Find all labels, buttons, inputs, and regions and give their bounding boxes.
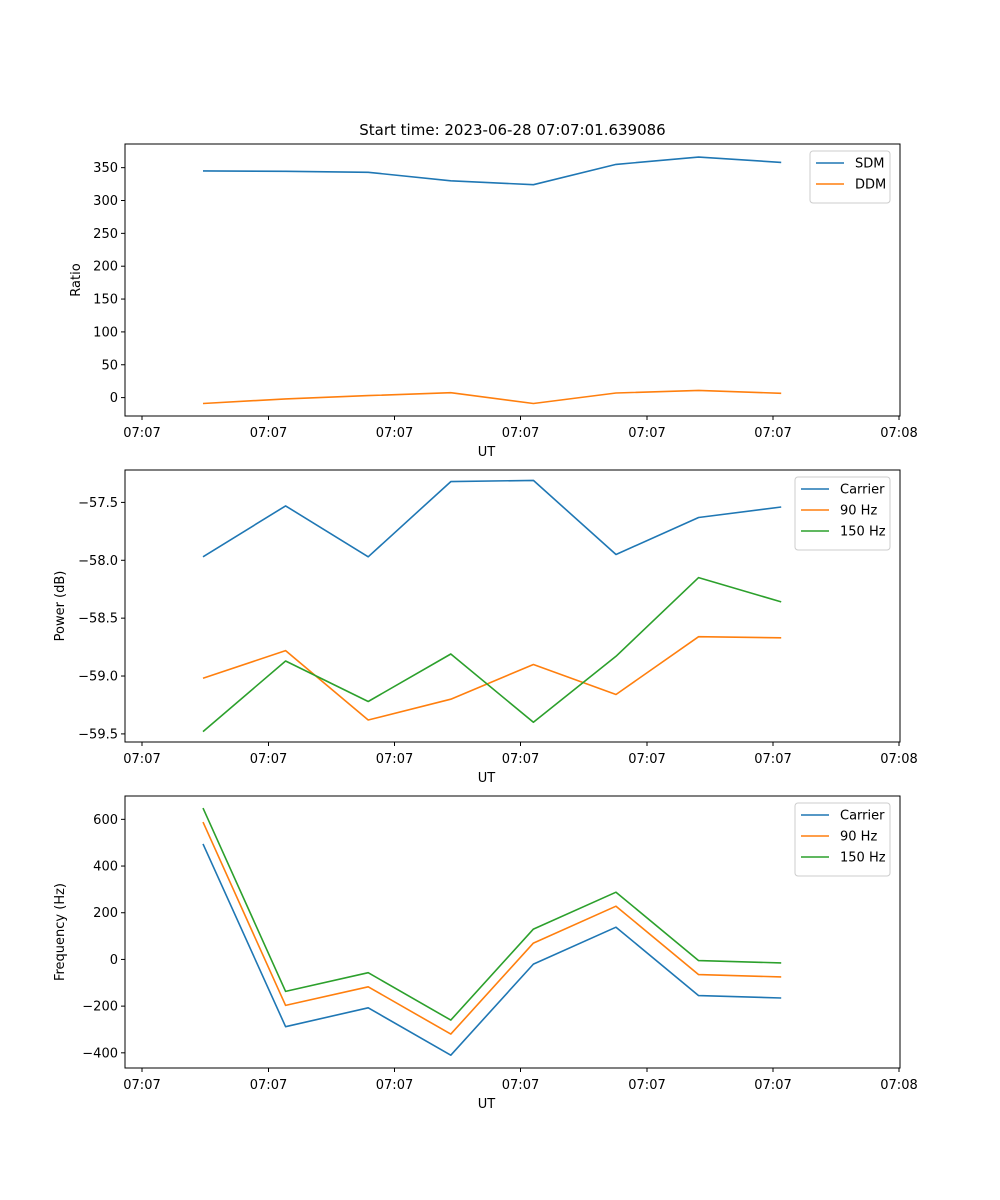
x-tick-label: 07:08	[880, 752, 917, 767]
plot-frame	[124, 795, 901, 1069]
y-tick-label: 600	[93, 813, 118, 828]
series-line-90-hz	[202, 821, 782, 1035]
chart-panel-1: Start time: 2023-06-28 07:07:01.639086 0 5…	[69, 121, 918, 460]
y-tick-label: 250	[93, 227, 118, 242]
series-line-ddm	[202, 389, 782, 405]
chart-panel-3: 600 400 200 0 −200 −400 07:07 07:07 07:07 07:07 07…	[53, 795, 918, 1112]
chart-title: Start time: 2023-06-28 07:07:01.639086	[359, 121, 665, 139]
y-tick-label: 0	[110, 953, 118, 968]
y-tick-label: 200	[93, 260, 118, 275]
y-tick-label: 350	[93, 161, 118, 176]
x-tick-label: 07:07	[376, 426, 413, 441]
legend-label: Carrier	[840, 483, 885, 498]
x-tick-label: 07:07	[754, 1078, 791, 1093]
y-tick-label: −58.0	[78, 554, 118, 569]
series-line-150-hz	[202, 807, 782, 1021]
x-axis-label: UT	[478, 771, 496, 786]
x-tick-label: 07:08	[880, 426, 917, 441]
legend-label: DDM	[855, 178, 886, 193]
x-tick-label: 07:07	[250, 752, 287, 767]
y-tick-label: 300	[93, 194, 118, 209]
x-tick-label: 07:07	[250, 1078, 287, 1093]
legend-label: SDM	[855, 157, 884, 172]
y-axis-label: Ratio	[69, 263, 84, 296]
legend-label: 90 Hz	[840, 830, 877, 845]
x-axis-label: UT	[478, 1097, 496, 1112]
legend-label: Carrier	[840, 809, 885, 824]
legend-box	[809, 150, 891, 204]
x-tick-label: 07:07	[502, 426, 539, 441]
series-line-150-hz	[202, 576, 782, 733]
x-axis-label: UT	[478, 445, 496, 460]
legend-label: 90 Hz	[840, 504, 877, 519]
x-tick-label: 07:07	[376, 752, 413, 767]
y-axis-label: Frequency (Hz)	[53, 883, 68, 981]
plot-frame	[124, 469, 901, 743]
chart-panel-2: −57.5 −58.0 −58.5 −59.0 −59.5 07:07 07:07 07:07…	[53, 469, 918, 786]
x-tick-label: 07:07	[628, 1078, 665, 1093]
legend: Carrier 90 Hz 150 Hz	[794, 476, 891, 551]
y-tick-label: −57.5	[78, 496, 118, 511]
legend: SDM DDM	[809, 150, 891, 204]
y-tick-label: −59.5	[78, 727, 118, 742]
y-tick-label: −58.5	[78, 612, 118, 627]
y-tick-label: 200	[93, 906, 118, 921]
series-line-sdm	[202, 156, 782, 186]
y-tick-label: −400	[82, 1046, 118, 1061]
x-tick-label: 07:07	[628, 426, 665, 441]
y-tick-label: −59.0	[78, 670, 118, 685]
series-line-carrier	[202, 843, 782, 1056]
series-line-carrier	[202, 479, 782, 558]
y-tick-label: 50	[101, 358, 118, 373]
y-tick-label: −200	[82, 1000, 118, 1015]
x-tick-label: 07:07	[502, 1078, 539, 1093]
x-tick-label: 07:07	[754, 426, 791, 441]
legend: Carrier 90 Hz 150 Hz	[794, 802, 891, 877]
x-tick-label: 07:08	[880, 1078, 917, 1093]
plot-frame	[124, 143, 901, 417]
y-tick-label: 150	[93, 293, 118, 308]
y-axis-label: Power (dB)	[53, 571, 68, 642]
x-tick-label: 07:07	[628, 752, 665, 767]
x-tick-label: 07:07	[123, 1078, 160, 1093]
legend-label: 150 Hz	[840, 851, 886, 866]
x-tick-label: 07:07	[502, 752, 539, 767]
x-tick-label: 07:07	[123, 752, 160, 767]
x-tick-label: 07:07	[250, 426, 287, 441]
legend-label: 150 Hz	[840, 525, 886, 540]
series-line-90-hz	[202, 635, 782, 721]
x-tick-label: 07:07	[754, 752, 791, 767]
y-tick-label: 400	[93, 860, 118, 875]
y-tick-label: 100	[93, 325, 118, 340]
y-tick-label: 0	[110, 391, 118, 406]
x-tick-label: 07:07	[376, 1078, 413, 1093]
x-tick-label: 07:07	[123, 426, 160, 441]
